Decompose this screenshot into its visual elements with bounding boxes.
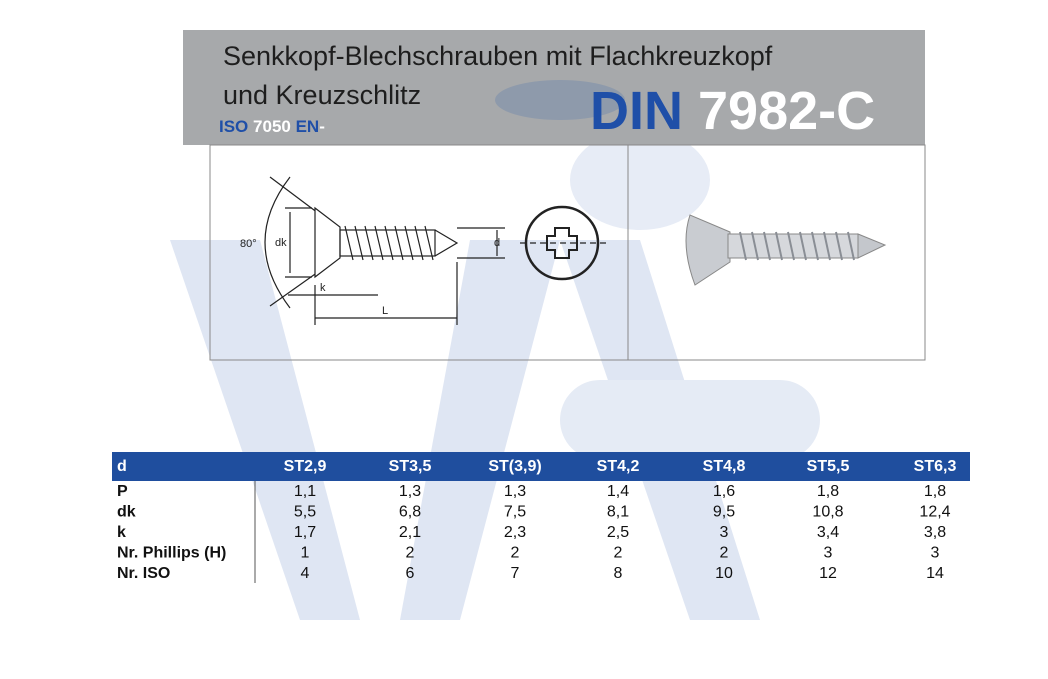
cell: 1,3 — [399, 483, 421, 500]
header-cell: ST6,3 — [914, 458, 957, 475]
angle-label: 80° — [240, 238, 257, 250]
cell: 6,8 — [399, 504, 421, 521]
row-label: k — [117, 524, 126, 541]
cell: 1,3 — [504, 483, 526, 500]
row-label: dk — [117, 504, 136, 521]
iso-line: ISO 7050 EN- — [219, 117, 325, 136]
header-row — [112, 452, 970, 481]
cell: 1 — [301, 545, 310, 562]
drawing-frame — [209, 144, 926, 361]
header-cell: d — [117, 458, 127, 475]
header-shape — [495, 80, 625, 120]
cell: 2 — [406, 545, 415, 562]
row-label: P — [117, 483, 128, 500]
cell: 2,5 — [607, 524, 629, 541]
cell: 5,5 — [294, 504, 316, 521]
cell: 12 — [819, 565, 837, 582]
cell: 8 — [614, 565, 623, 582]
cell: 4 — [301, 565, 310, 582]
header-cell: ST5,5 — [807, 458, 850, 475]
title-line: und Kreuzschlitz — [223, 80, 421, 110]
cell: 2 — [720, 545, 729, 562]
en: EN — [296, 117, 320, 136]
cell: 1,8 — [924, 483, 946, 500]
din-number: 7982-C — [698, 81, 875, 141]
row-label: Nr. ISO — [117, 565, 170, 582]
k-label: k — [320, 282, 326, 294]
title-line: Senkkopf-Blechschrauben mit Flachkreuzko… — [223, 41, 773, 71]
cell: 2,3 — [504, 524, 526, 541]
cell: 10 — [715, 565, 733, 582]
dash: - — [319, 117, 325, 136]
watermark — [170, 130, 820, 620]
cell: 6 — [406, 565, 415, 582]
cell: 2 — [511, 545, 520, 562]
technical-drawing — [264, 176, 610, 325]
cell: 8,1 — [607, 504, 629, 521]
cell: 1,8 — [817, 483, 839, 500]
din-label: DIN 7982-C — [590, 81, 875, 141]
cell: 2,1 — [399, 524, 421, 541]
cell: 14 — [926, 565, 944, 582]
cell: 7,5 — [504, 504, 526, 521]
row-label: Nr. Phillips (H) — [117, 545, 226, 562]
d-label: d — [494, 237, 500, 249]
iso: ISO — [219, 117, 248, 136]
l-label: L — [382, 305, 388, 317]
dk-label: dk — [275, 237, 287, 249]
cell: 10,8 — [812, 504, 843, 521]
cell: 3 — [931, 545, 940, 562]
cell: 2 — [614, 545, 623, 562]
header-cell: ST2,9 — [284, 458, 327, 475]
cell: 1,6 — [713, 483, 735, 500]
cell: 1,4 — [607, 483, 629, 500]
cell: 3,8 — [924, 524, 946, 541]
cell: 3 — [824, 545, 833, 562]
din-prefix: DIN — [590, 81, 683, 141]
header-cell: ST3,5 — [389, 458, 432, 475]
screw-photo — [685, 214, 887, 286]
cell: 1,1 — [294, 483, 316, 500]
cell: 3,4 — [817, 524, 839, 541]
cell: 7 — [511, 565, 520, 582]
cell: 3 — [720, 524, 729, 541]
iso-number: 7050 — [253, 117, 291, 136]
cell: 9,5 — [713, 504, 735, 521]
data-table: d ST2,9 ST3,5 ST(3,9) ST4,2 ST4,8 ST5,5 ST6,3 P 1… — [112, 452, 970, 583]
header-cell: ST4,8 — [703, 458, 746, 475]
cell: 12,4 — [919, 504, 950, 521]
header-cell: ST4,2 — [597, 458, 640, 475]
cell: 1,7 — [294, 524, 316, 541]
header-cell: ST(3,9) — [488, 458, 541, 475]
